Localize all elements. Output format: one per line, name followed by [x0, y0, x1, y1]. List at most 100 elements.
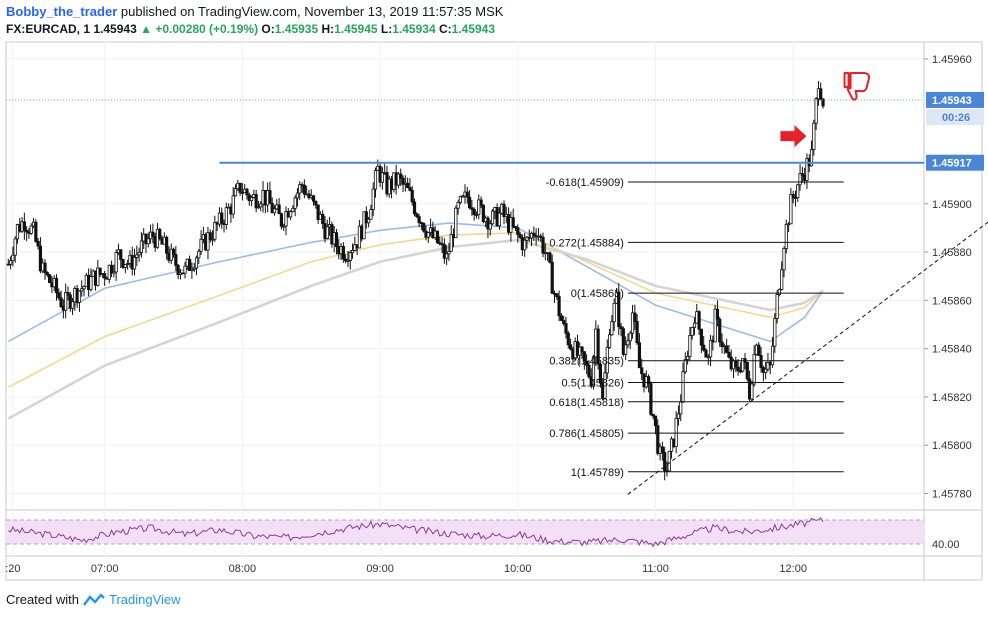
candle-body	[210, 238, 215, 241]
fib-level-label: 0(1.45863)	[571, 288, 624, 300]
time-tick-label: 10:00	[504, 563, 532, 575]
candle-body	[775, 294, 779, 319]
candle-body	[270, 203, 274, 214]
fib-level-label: 0.786(1.45805)	[549, 428, 624, 440]
candle-body	[348, 252, 352, 261]
candle-body	[362, 211, 366, 240]
candle-body	[121, 259, 125, 268]
candle-body	[11, 254, 15, 262]
close-label: C:	[438, 22, 452, 36]
price-chart[interactable]: 1.45960 1.45900 1.45880 1.45860 1.45840 1.458…	[0, 0, 988, 590]
candle-body	[488, 223, 492, 230]
candle-body	[126, 263, 130, 265]
candle-body	[43, 262, 47, 273]
candle-body	[474, 214, 479, 216]
candle-body	[759, 354, 763, 368]
candle-body	[412, 201, 417, 215]
candle-body	[298, 184, 302, 194]
candle-body	[454, 207, 458, 239]
candle-body	[70, 301, 75, 309]
candle-body	[690, 327, 694, 336]
candle-body	[568, 344, 573, 350]
candle-body	[174, 254, 178, 266]
candle-body	[770, 345, 775, 366]
candle-body	[564, 323, 568, 334]
tradingview-brand[interactable]: TradingView	[108, 592, 181, 607]
countdown-label: 00:26	[942, 112, 970, 124]
resistance-price-tag	[926, 154, 984, 171]
last-price: 1.45943	[93, 22, 137, 36]
candle-body	[96, 267, 100, 286]
candle-body	[713, 308, 717, 343]
candle-body	[415, 213, 419, 218]
candle-body	[57, 292, 61, 299]
candle-body	[426, 232, 430, 238]
candle-body	[291, 207, 295, 212]
candle-body	[36, 240, 40, 247]
candle-body	[311, 195, 316, 202]
candle-body	[477, 199, 481, 215]
candle-body	[77, 290, 82, 303]
candle-body	[401, 177, 405, 185]
candle-body	[447, 251, 451, 255]
candle-body	[208, 232, 212, 240]
candle-body	[472, 208, 476, 215]
candle-body	[445, 253, 449, 259]
red-arrow-icon	[780, 125, 807, 148]
candle-body	[151, 231, 155, 237]
candle-body	[316, 204, 320, 220]
time-tick-label: :20	[5, 563, 20, 575]
candle-body	[59, 297, 63, 308]
time-tick-label: 11:00	[642, 563, 669, 575]
candle-body	[399, 173, 403, 179]
author-link[interactable]: Bobby_the_trader	[6, 4, 118, 19]
candle-body	[621, 328, 625, 355]
candle-body	[190, 268, 194, 272]
candle-body	[793, 197, 798, 200]
candle-body	[706, 356, 710, 359]
candle-body	[715, 308, 720, 320]
price-tick-label: 1.45780	[932, 489, 972, 501]
candle-body	[321, 213, 325, 225]
candle-body	[591, 356, 596, 387]
price-tick-label: 1.45880	[932, 247, 972, 259]
candle-body	[254, 194, 258, 209]
candle-body	[119, 249, 123, 260]
candle-body	[541, 236, 545, 254]
candle-body	[640, 367, 644, 375]
candle-body	[566, 332, 570, 346]
candle-body	[314, 200, 318, 206]
symbol-legend: FX:EURCAD, 1 1.45943 ▲ +0.00280 (+0.19%)…	[6, 22, 495, 36]
candle-body	[663, 452, 667, 472]
candle-body	[610, 321, 614, 336]
price-tick-label: 1.45960	[932, 54, 972, 66]
candle-body	[373, 170, 378, 190]
candle-body	[734, 360, 738, 368]
candle-body	[624, 344, 628, 355]
rsi-band	[6, 520, 924, 544]
candle-body	[596, 328, 600, 365]
candle-body	[676, 413, 681, 419]
candle-body	[80, 288, 84, 292]
candle-body	[13, 238, 17, 256]
thumbs-down-icon	[843, 72, 871, 101]
candle-body	[8, 260, 13, 265]
candle-body	[692, 322, 697, 328]
candle-body	[805, 158, 809, 181]
plot-frame	[5, 41, 983, 581]
price-tick-label: 1.45820	[932, 392, 972, 404]
candle-body	[66, 292, 70, 296]
candle-body	[607, 334, 612, 348]
candle-body	[435, 230, 440, 244]
candle-body	[809, 149, 814, 167]
candle-body	[559, 315, 563, 321]
candle-body	[626, 340, 630, 346]
price-tick-label: 1.45860	[932, 295, 972, 307]
candle-body	[750, 383, 754, 400]
up-triangle-icon: ▲	[140, 22, 152, 36]
candle-body	[635, 321, 639, 344]
candle-body	[598, 363, 603, 384]
fib-level-label: 0.382(1.45835)	[549, 356, 624, 368]
candle-body	[660, 446, 664, 453]
candle-body	[461, 195, 465, 198]
